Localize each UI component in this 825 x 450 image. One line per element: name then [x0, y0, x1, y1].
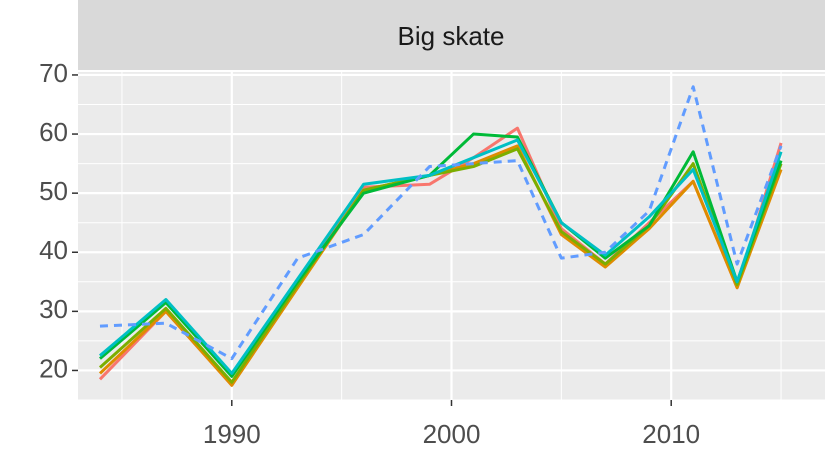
y-tick-label: 20 [39, 353, 68, 383]
y-tick-label: 50 [39, 176, 68, 206]
y-tick-label: 30 [39, 294, 68, 324]
facet-strip [78, 0, 825, 70]
y-tick-label: 70 [39, 58, 68, 88]
x-tick-label: 2000 [423, 419, 481, 449]
series-line [98, 144, 783, 387]
series-line [98, 138, 783, 375]
y-tick-label: 60 [39, 117, 68, 147]
x-tick-label: 1990 [203, 419, 261, 449]
y-tick-label: 40 [39, 235, 68, 265]
series-line [98, 147, 783, 384]
series-line [98, 132, 783, 378]
x-tick-label: 2010 [642, 419, 700, 449]
series-line [99, 85, 783, 361]
strip-title: Big skate [398, 21, 505, 51]
